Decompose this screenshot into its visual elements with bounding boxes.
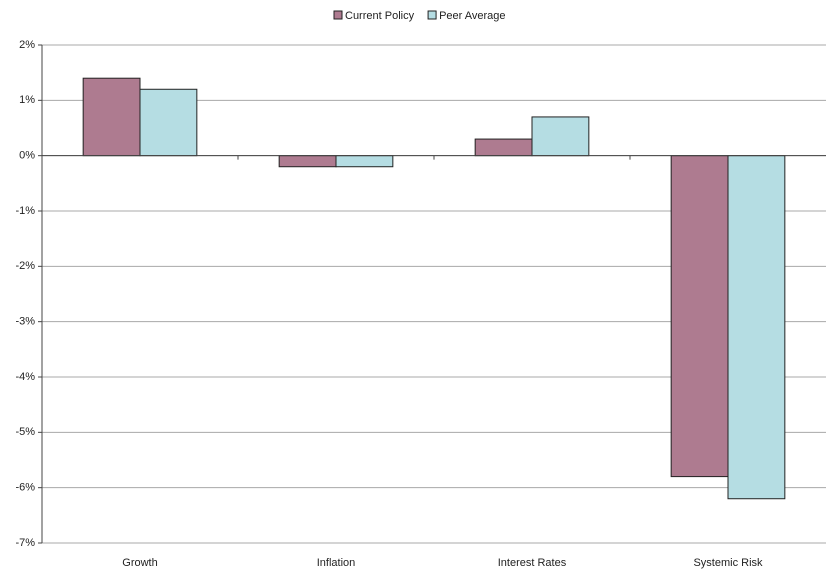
bar — [531, 116, 590, 157]
legend-label: Current Policy — [345, 10, 415, 22]
y-tick-label: 2% — [19, 39, 35, 51]
x-tick-label: Systemic Risk — [693, 557, 763, 569]
bar — [335, 155, 394, 168]
y-tick-label: -3% — [15, 316, 35, 328]
y-tick-label: -6% — [15, 482, 35, 494]
bar — [670, 155, 729, 478]
legend-swatch — [333, 10, 343, 20]
y-tick-label: -1% — [15, 205, 35, 217]
bar — [474, 138, 533, 157]
y-tick-label: -7% — [15, 537, 35, 549]
y-tick-label: 0% — [19, 150, 35, 162]
x-tick-label: Inflation — [317, 557, 356, 569]
bar — [727, 155, 786, 500]
y-tick-label: 1% — [19, 94, 35, 106]
legend-swatch — [427, 10, 437, 20]
y-tick-label: -2% — [15, 260, 35, 272]
bar — [82, 77, 141, 157]
legend-label: Peer Average — [439, 10, 505, 22]
bar — [278, 155, 337, 168]
bar — [139, 88, 198, 157]
x-tick-label: Interest Rates — [498, 557, 567, 569]
y-tick-label: -5% — [15, 426, 35, 438]
y-tick-label: -4% — [15, 371, 35, 383]
x-tick-label: Growth — [122, 557, 157, 569]
